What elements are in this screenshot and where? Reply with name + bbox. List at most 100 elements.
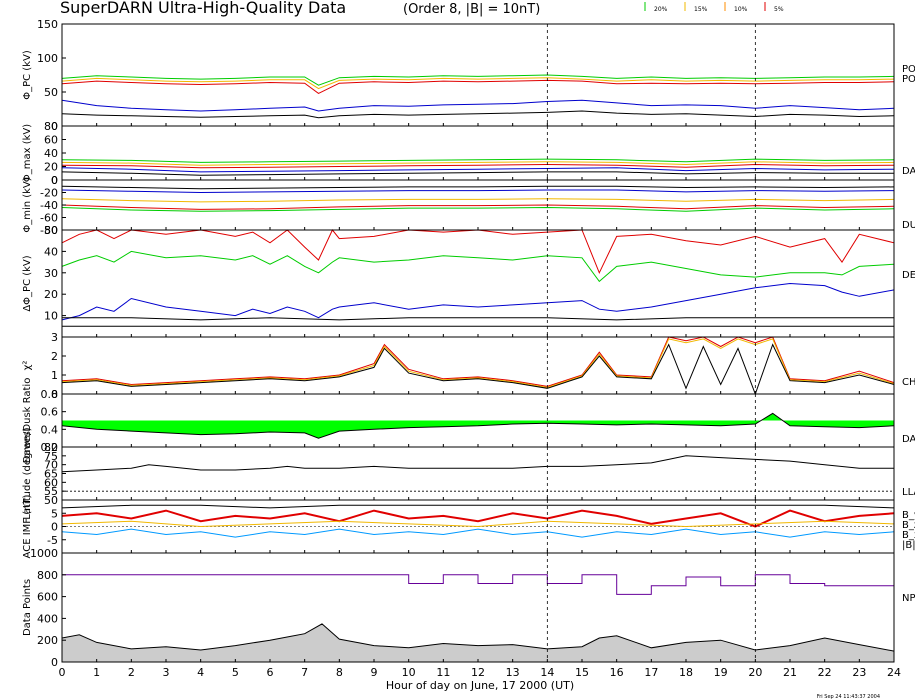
- x-tick-label: 18: [679, 666, 693, 679]
- y-tick-label: 3: [51, 331, 58, 344]
- y-tick-label: 65: [44, 468, 58, 481]
- x-axis: 0 1 2 3 4 5 6 7 8 9 10 11 12 13 14 15 16 17 18 19 20 21 22 23 24: [59, 666, 902, 679]
- right-label: LLA: [902, 487, 915, 498]
- right-label: DAY: [902, 166, 915, 177]
- y-tick-label: 0: [51, 174, 58, 187]
- y-tick-label: 30: [44, 267, 58, 280]
- x-tick-label: 1: [93, 666, 100, 679]
- series-line-delta-phi-pc-0: [61, 229, 895, 275]
- y-tick-label: 0: [51, 656, 58, 669]
- y-tick-label: 50: [44, 86, 58, 99]
- series-line-phi-pc-4: [61, 110, 895, 119]
- right-label: PO: [902, 74, 915, 85]
- series-line-chi-squared-2: [61, 343, 895, 396]
- panel-chi-squared: 0 1 2 3 χ² CH: [22, 331, 915, 401]
- y-tick-label: 100: [37, 52, 58, 65]
- series-line-chi-squared-1: [61, 338, 895, 388]
- y-tick-label: 50: [44, 494, 58, 507]
- panel-frame: [61, 336, 895, 395]
- panel-phi-min: -80-60-40-200 Φ_min (kV) DU: [22, 174, 915, 237]
- timestamp: Fri Sep 24 11:43:37 2004: [817, 694, 880, 700]
- series-line-imf-1: [61, 509, 895, 528]
- y-tick-label: 0: [51, 120, 58, 133]
- y-tick-label: 0: [51, 521, 58, 534]
- x-tick-label: 13: [506, 666, 520, 679]
- x-tick-label: 9: [371, 666, 378, 679]
- x-tick-label: 14: [540, 666, 554, 679]
- y-tick-label: 50: [44, 224, 58, 237]
- right-label: B_y: [902, 510, 915, 521]
- panel-frame: [61, 229, 895, 338]
- x-tick-label: 12: [471, 666, 485, 679]
- x-axis-label: Hour of day on June, 17 2000 (UT): [386, 679, 574, 692]
- panel-dawn-dusk-ratio: 0.2 0.4 0.6 0.8 Dawn/Dusk Ratio DAY: [22, 378, 915, 464]
- legend: 20% 15% 10% 5%: [644, 2, 784, 13]
- y-tick-label: 20: [44, 288, 58, 301]
- series-line-phi-min-4: [61, 206, 895, 212]
- legend-label: 10%: [734, 6, 748, 13]
- x-tick-label: 8: [336, 666, 343, 679]
- y-tick-label: 60: [44, 476, 58, 489]
- y-tick-label: 60: [44, 134, 58, 147]
- y-tick-label: 0.8: [41, 388, 59, 401]
- panel-frame: [61, 446, 895, 501]
- x-tick-label: 15: [575, 666, 589, 679]
- y-axis-label: Φ_PC (kV): [22, 50, 33, 100]
- x-tick-label: 19: [714, 666, 728, 679]
- series-line-phi-max-3: [61, 167, 895, 173]
- series-line-phi-pc-3: [61, 99, 895, 112]
- series-line-phi-min-1: [61, 189, 895, 194]
- right-label: CH: [902, 377, 915, 388]
- y-tick-label: 40: [44, 245, 58, 258]
- y-axis-label: ΔΦ_PC (kV): [22, 255, 33, 311]
- y-tick-label: 0: [51, 174, 58, 187]
- x-tick-label: 16: [610, 666, 624, 679]
- y-tick-label: 40: [44, 147, 58, 160]
- series-line-phi-max-4: [61, 171, 894, 176]
- y-tick-label: 800: [37, 569, 58, 582]
- chart-subtitle: (Order 8, |B| = 10nT): [403, 2, 540, 17]
- y-axis-label: Dawn/Dusk Ratio: [22, 378, 33, 464]
- y-tick-label: 0: [51, 388, 58, 401]
- right-label: NP: [902, 593, 915, 604]
- right-label: DE: [902, 270, 915, 281]
- y-axis-label: Φ_min (kV): [22, 177, 33, 232]
- series-line-phi-pc-1: [61, 77, 895, 90]
- y-tick-label: 1: [51, 369, 58, 382]
- series-line-imf-3: [61, 528, 895, 538]
- y-tick-label: 400: [37, 612, 58, 625]
- series-line-phi-pc-0: [61, 74, 895, 86]
- y-tick-label: 10: [44, 310, 58, 323]
- y-tick-label: -80: [40, 224, 58, 237]
- x-tick-label: 21: [783, 666, 797, 679]
- y-tick-label: 0.2: [41, 441, 59, 454]
- y-tick-label: 75: [44, 450, 58, 463]
- panel-imf: -505 ACE IMF (nT) B_yB_zB_x|B|: [22, 494, 915, 558]
- series-line-phi-max-0: [61, 158, 895, 163]
- y-tick-label: 150: [37, 18, 58, 31]
- series-line-phi-pc-2: [61, 79, 895, 94]
- x-tick-label: 24: [887, 666, 901, 679]
- y-axis-label: Data Points: [22, 579, 33, 636]
- series-line-data-points-0: [62, 574, 894, 595]
- x-tick-label: 22: [818, 666, 832, 679]
- y-tick-label: 0.6: [41, 406, 59, 419]
- x-tick-label: 0: [59, 666, 66, 679]
- series-line-delta-phi-pc-1: [61, 250, 895, 283]
- panel-frame: [61, 125, 895, 181]
- y-axis-label: ACE IMF (nT): [22, 494, 33, 558]
- y-tick-label: 0.4: [41, 423, 59, 436]
- y-tick-label: 55: [44, 485, 58, 498]
- legend-label: 15%: [694, 6, 708, 13]
- y-tick-label: 20: [44, 161, 58, 174]
- x-tick-label: 20: [748, 666, 762, 679]
- series-line-dawn-dusk-ratio-0: [61, 412, 895, 439]
- right-label: B_x: [902, 530, 915, 541]
- y-tick-label: -40: [40, 199, 58, 212]
- y-tick-label: -20: [40, 187, 58, 200]
- x-tick-label: 2: [128, 666, 135, 679]
- series-line-delta-phi-pc-2: [61, 282, 895, 321]
- y-axis-label: Φ_max (kV): [22, 124, 33, 182]
